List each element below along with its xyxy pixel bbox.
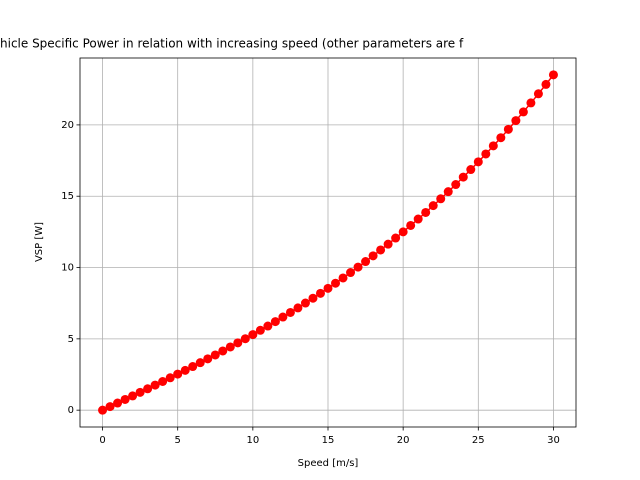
- x-tick-label: 30: [547, 435, 560, 446]
- data-point: [503, 124, 513, 134]
- data-point: [218, 346, 228, 356]
- data-point: [541, 79, 551, 89]
- y-tick-label: 0: [68, 405, 74, 416]
- data-point: [150, 380, 160, 390]
- data-point: [511, 116, 521, 126]
- data-point: [180, 365, 190, 375]
- y-tick-label: 15: [61, 191, 74, 202]
- data-point: [533, 89, 543, 99]
- data-point: [113, 398, 123, 408]
- data-point: [361, 257, 371, 267]
- data-point: [398, 227, 408, 237]
- data-point: [526, 98, 536, 108]
- data-point: [443, 187, 453, 197]
- y-axis-label: VSP [W]: [34, 222, 45, 262]
- data-point: [105, 402, 115, 412]
- data-point: [436, 194, 446, 204]
- data-point: [248, 330, 258, 340]
- x-tick-label: 10: [246, 435, 259, 446]
- data-point: [135, 387, 145, 397]
- data-point: [143, 384, 153, 394]
- data-point: [240, 334, 250, 344]
- data-point: [368, 251, 378, 261]
- data-point: [376, 245, 386, 255]
- x-axis-label: Speed [m/s]: [298, 458, 359, 469]
- data-point: [353, 262, 363, 272]
- data-point: [481, 149, 491, 159]
- data-point: [473, 157, 483, 167]
- data-point: [203, 354, 213, 364]
- data-point: [188, 362, 198, 372]
- data-point: [323, 283, 333, 293]
- data-point: [308, 293, 318, 303]
- data-point: [278, 312, 288, 322]
- x-tick-label: 25: [472, 435, 485, 446]
- data-point: [413, 214, 423, 224]
- plot-frame: [79, 57, 577, 428]
- data-point: [451, 180, 461, 190]
- data-point: [120, 394, 130, 404]
- data-point: [518, 107, 528, 117]
- x-tick-label: 20: [397, 435, 410, 446]
- data-point: [255, 325, 265, 335]
- data-point: [263, 321, 273, 331]
- data-point: [225, 342, 235, 352]
- data-point: [466, 165, 476, 175]
- data-point: [383, 239, 393, 249]
- data-point: [548, 70, 558, 80]
- data-point: [128, 391, 138, 401]
- data-point: [300, 298, 310, 308]
- y-tick-label: 10: [61, 263, 74, 274]
- data-point: [285, 307, 295, 317]
- y-tick-label: 20: [61, 120, 74, 131]
- data-point: [210, 350, 220, 360]
- data-point: [421, 207, 431, 217]
- data-point: [496, 133, 506, 143]
- data-point: [158, 376, 168, 386]
- x-tick-label: 15: [322, 435, 335, 446]
- data-point: [173, 369, 183, 379]
- data-point: [293, 303, 303, 313]
- data-point: [270, 317, 280, 327]
- chart-title: hicle Specific Power in relation with in…: [0, 37, 464, 51]
- data-point: [98, 405, 108, 415]
- data-point: [391, 233, 401, 243]
- data-point: [233, 338, 243, 348]
- data-point: [458, 172, 468, 182]
- y-tick-label: 5: [68, 334, 74, 345]
- data-point: [331, 278, 341, 288]
- data-point: [346, 268, 356, 278]
- x-tick-label: 5: [175, 435, 181, 446]
- data-point: [195, 358, 205, 368]
- data-point: [406, 220, 416, 230]
- data-point: [165, 373, 175, 383]
- data-point: [488, 141, 498, 151]
- data-point: [338, 273, 348, 283]
- x-tick-label: 0: [99, 435, 105, 446]
- data-point: [315, 288, 325, 298]
- data-point: [428, 201, 438, 211]
